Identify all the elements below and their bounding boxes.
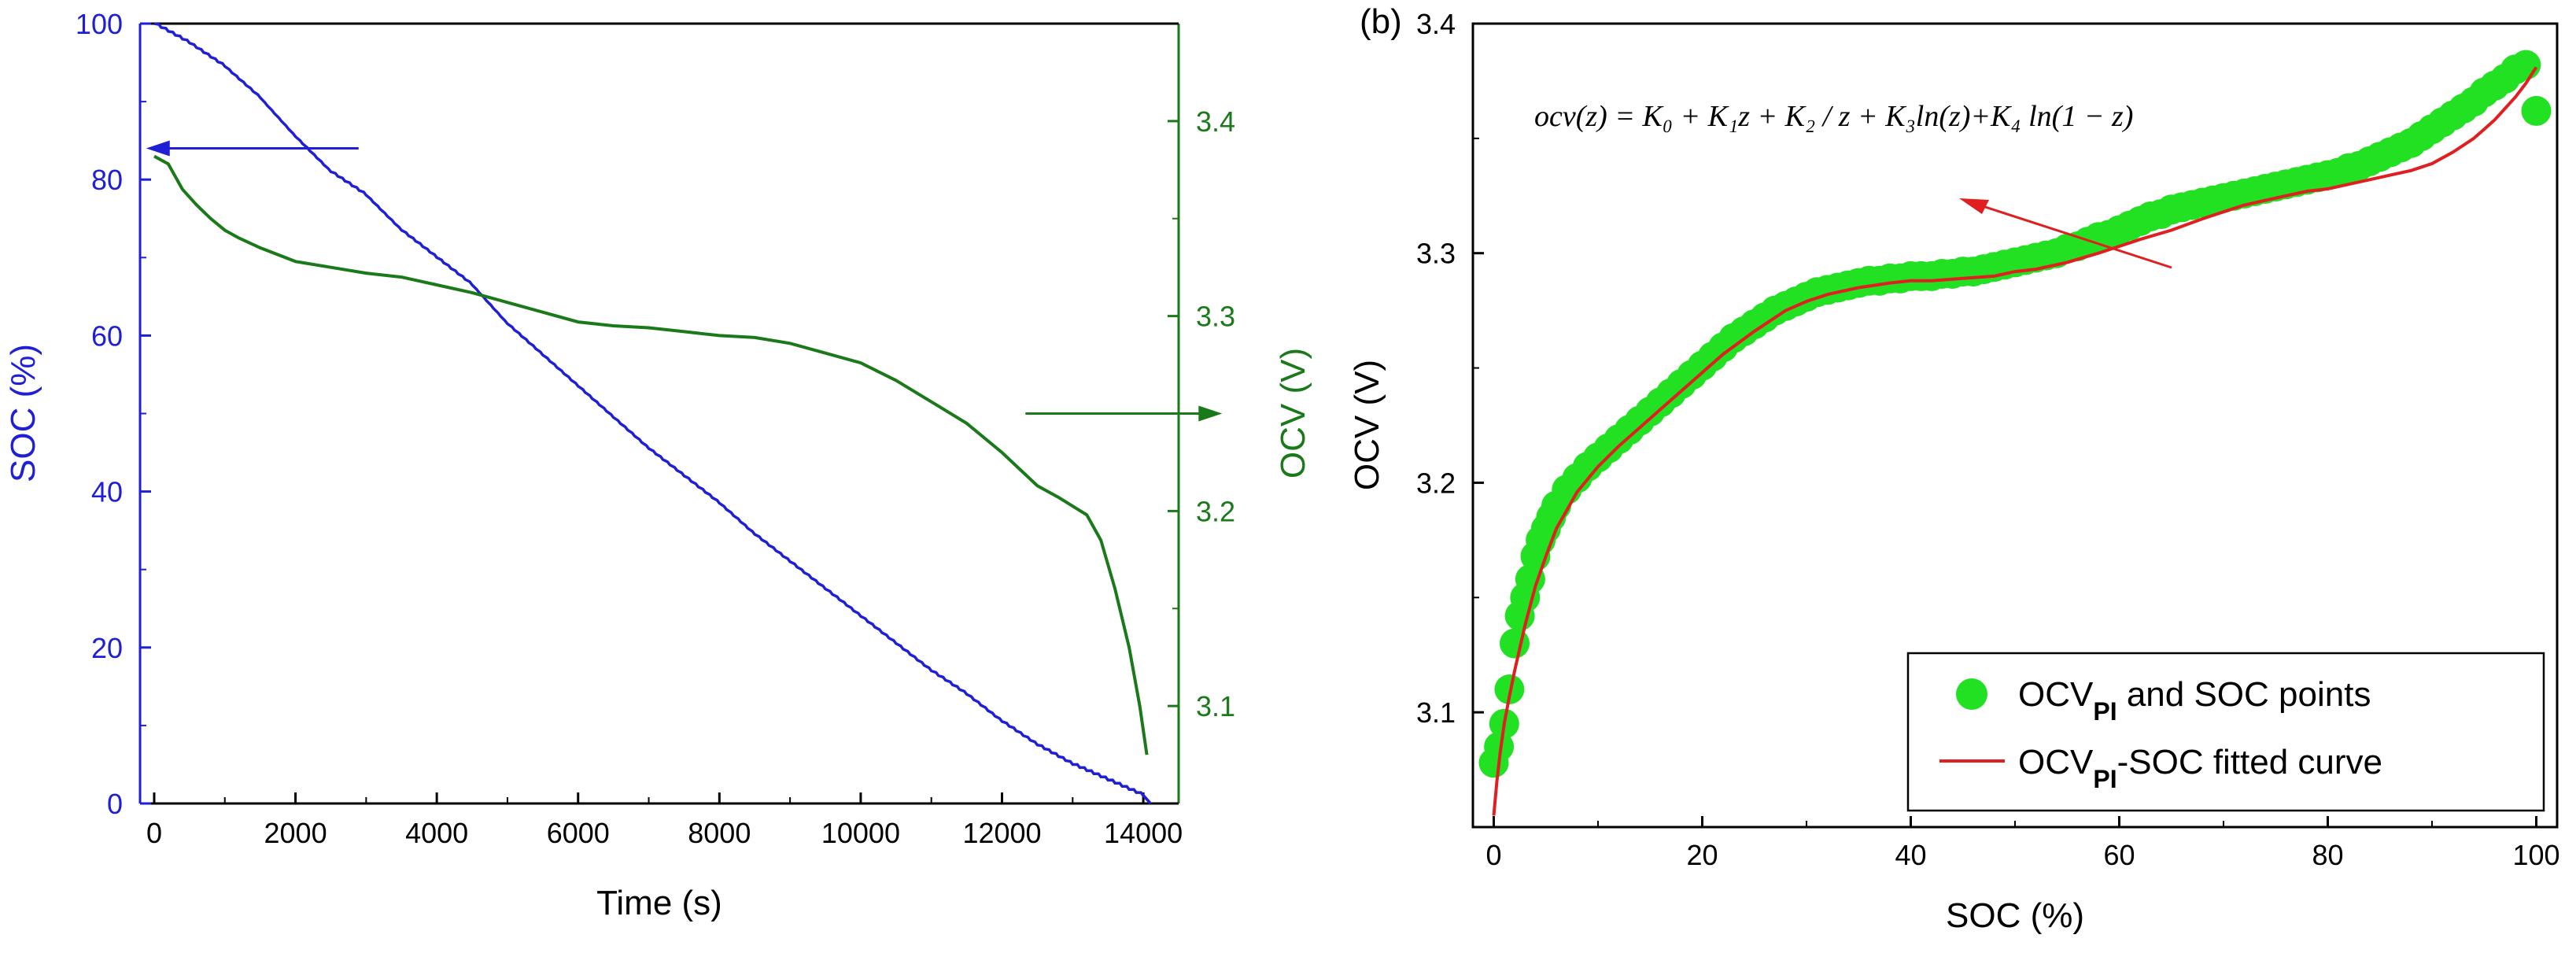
chart-b-points [1478,50,2552,778]
chart-a-y-tick-label: 80 [91,164,123,196]
legend-points-marker [1956,678,1987,710]
chart-a-soc-line [153,22,1152,805]
chart-b-panel-label: (b) [1360,2,1402,41]
chart-a-x-tick-label: 6000 [547,817,610,849]
legend-fit-label: OCVPI-SOC fitted curve [2018,743,2382,793]
chart-b-x-tick-label: 20 [1686,839,1718,871]
chart-b-y-ticks: 3.1 3.2 3.3 3.4 [1416,8,1484,729]
chart-b-y-axis-label: OCV (V) [1348,360,1386,490]
chart-b-y-tick-label: 3.3 [1416,238,1456,270]
chart-a-y-axis-label: SOC (%) [4,344,42,482]
chart-a-y2-tick-label: 3.1 [1196,690,1235,722]
chart-a-x-tick-label: 4000 [405,817,468,849]
chart-a-annotation-arrows [146,140,1223,422]
chart-b-x-tick-label: 100 [2512,839,2559,871]
chart-a-y2-axis-label: OCV (V) [1274,348,1312,478]
chart-a-y-tick-label: 60 [91,320,123,352]
chart-a-x-tick-label: 10000 [821,817,900,849]
ocv-axis-arrowhead [1198,405,1223,422]
chart-b-data-point [2521,95,2552,126]
chart-a-x-tick-label: 12000 [962,817,1041,849]
chart-b-data-point [2511,50,2541,80]
chart-a-y-tick-label: 20 [91,632,123,664]
chart-b-y-tick-label: 3.1 [1416,696,1456,729]
chart-b-x-axis-label: SOC (%) [1946,896,2084,935]
chart-a-x-ticks: 0 2000 4000 6000 8000 10000 12000 14000 [146,792,1183,849]
chart-a-x-axis-label: Time (s) [596,884,722,922]
chart-a: 0 2000 4000 6000 8000 10000 12000 14000 0 20 40 60… [4,8,1312,922]
chart-b: (b) 0 20 40 60 80 100 3.1 3.2 3.3 3.4 ocv(z) = K… [1348,2,2560,935]
chart-b-legend: OCVPI and SOC points OCVPI-SOC fitted cu… [1906,652,2545,812]
chart-a-ocv-line [153,154,1149,755]
chart-b-data-point [1500,628,1530,659]
chart-b-equation-arrow [1982,205,2172,269]
chart-a-y-tick-label: 40 [91,476,123,508]
chart-a-y2-tick-label: 3.4 [1196,105,1235,138]
legend-box [1906,652,2545,812]
chart-a-y-tick-label: 100 [76,8,123,40]
chart-a-x-tick-label: 14000 [1104,817,1183,849]
chart-b-y-tick-label: 3.4 [1416,8,1456,40]
chart-a-x-tick-label: 2000 [264,817,327,849]
chart-a-x-tick-label: 8000 [688,817,751,849]
chart-b-fit-line [1492,66,2538,816]
chart-b-x-tick-label: 80 [2312,839,2343,871]
chart-b-x-tick-label: 0 [1485,839,1501,871]
chart-b-x-tick-label: 60 [2103,839,2135,871]
chart-a-y2-ticks: 3.1 3.2 3.3 3.4 [1168,105,1235,722]
chart-b-data-point [1484,731,1515,762]
chart-b-data-point [1515,563,1545,594]
chart-a-y2-tick-label: 3.3 [1196,301,1235,333]
chart-a-y2-tick-label: 3.2 [1196,495,1235,527]
chart-a-y-tick-label: 0 [107,788,123,820]
chart-a-y-ticks: 0 20 40 60 80 100 [76,8,151,820]
soc-axis-arrowhead [146,140,170,157]
chart-b-x-ticks: 0 20 40 60 80 100 [1485,816,2560,871]
chart-a-x-tick-label: 0 [146,817,162,849]
chart-b-x-tick-label: 40 [1895,839,1926,871]
chart-b-equation: ocv(z) = K₀ + K₁z + K₂ / z + K₃ln(z)+K₄ … [1534,100,2133,133]
legend-points-label: OCVPI and SOC points [2018,675,2371,726]
chart-b-y-tick-label: 3.2 [1416,467,1456,499]
chart-b-equation-arrowhead [1959,198,1989,214]
